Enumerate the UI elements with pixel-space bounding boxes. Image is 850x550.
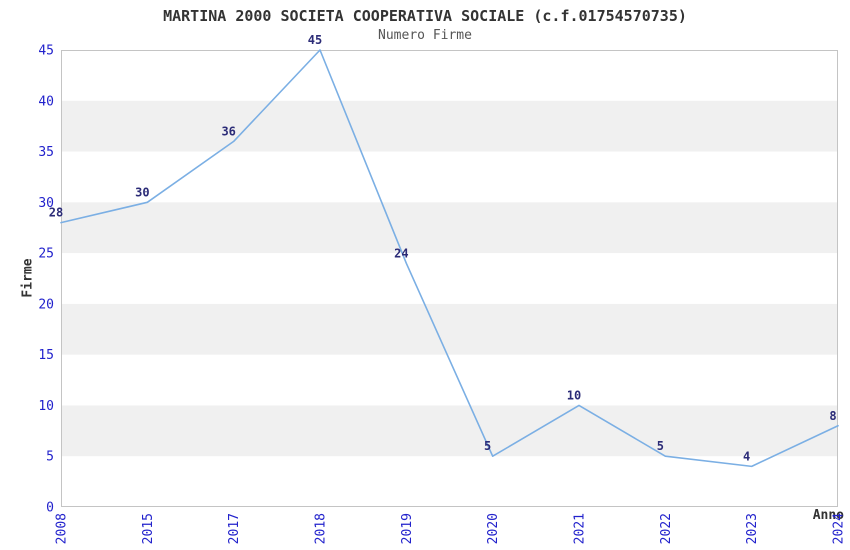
data-point-label: 24 <box>394 246 408 260</box>
data-point-label: 45 <box>308 33 322 47</box>
data-point-label: 28 <box>49 206 63 220</box>
y-tick-label: 15 <box>38 348 54 363</box>
series-line <box>60 49 839 468</box>
y-tick-label: 20 <box>38 297 54 312</box>
data-point-label: 4 <box>743 449 750 463</box>
chart-subtitle: Numero Firme <box>378 28 472 43</box>
data-point-label: 30 <box>135 185 149 199</box>
x-tick-label: 2022 <box>659 513 674 544</box>
x-tick-label: 2023 <box>745 513 760 544</box>
y-tick-label: 35 <box>38 145 54 160</box>
data-point-label: 36 <box>221 124 235 138</box>
y-tick-label: 0 <box>46 501 54 516</box>
y-tick-label: 10 <box>38 399 54 414</box>
x-tick-label: 2008 <box>55 513 70 544</box>
x-tick-label: 2015 <box>141 513 156 544</box>
y-tick-label: 5 <box>46 450 54 465</box>
grid-band <box>61 405 838 457</box>
x-tick-label: 2019 <box>400 513 415 544</box>
y-tick-label: 45 <box>38 44 54 59</box>
y-tick-label: 40 <box>38 94 54 109</box>
grid-band <box>61 303 838 355</box>
x-axis-title: Anno <box>812 508 844 523</box>
y-tick-label: 25 <box>38 247 54 262</box>
x-tick-label: 2024 <box>832 513 847 544</box>
x-tick-label: 2017 <box>227 513 242 544</box>
grid-band <box>61 100 838 152</box>
plot-border <box>61 50 838 507</box>
y-tick-label: 30 <box>38 196 54 211</box>
data-point-label: 8 <box>829 409 836 423</box>
grid-band <box>61 202 838 254</box>
data-point-label: 10 <box>567 388 581 402</box>
chart-title: MARTINA 2000 SOCIETA COOPERATIVA SOCIALE… <box>163 7 687 25</box>
data-point-label: 5 <box>484 439 491 453</box>
x-tick-label: 2021 <box>573 513 588 544</box>
x-tick-label: 2018 <box>314 513 329 544</box>
x-tick-label: 2020 <box>486 513 501 544</box>
data-point-label: 5 <box>657 439 664 453</box>
